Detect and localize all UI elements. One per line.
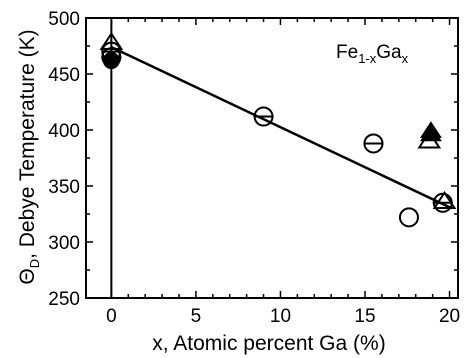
filled-circle-point: [102, 52, 120, 70]
open-triangle-point: [432, 190, 457, 209]
filled-triangle-point: [420, 121, 442, 138]
x-tick-label: 10: [270, 306, 291, 327]
open-circle-errorbar-point: [253, 106, 274, 127]
x-tick-label: 5: [191, 306, 202, 327]
plot-frame: [85, 17, 459, 299]
open-circle-point: [398, 207, 419, 228]
data-markers: [99, 31, 457, 228]
y-tick-label: 500: [48, 9, 80, 30]
open-triangle-point: [99, 31, 124, 50]
x-tick-label: 0: [106, 306, 117, 327]
y-tick-label: 350: [48, 177, 80, 198]
y-tick-label: 300: [48, 233, 80, 254]
x-axis-title: x, Atomic percent Ga (%): [152, 332, 385, 355]
y-tick-label: 400: [48, 121, 80, 142]
open-circle-errorbar-point: [363, 133, 384, 154]
y-tick-label: 250: [48, 289, 80, 310]
tick-labels: 0 5 10 15 20 250 300 350 400 450 500: [48, 9, 460, 327]
composition-annotation: Fe1-xGax: [336, 42, 409, 66]
x-tick-label: 15: [354, 306, 375, 327]
y-axis-title: ΘD, Debye Temperature (K): [16, 29, 42, 284]
y-tick-label: 450: [48, 65, 80, 86]
linear-fit-line: [110, 45, 451, 209]
x-tick-label: 20: [439, 306, 460, 327]
